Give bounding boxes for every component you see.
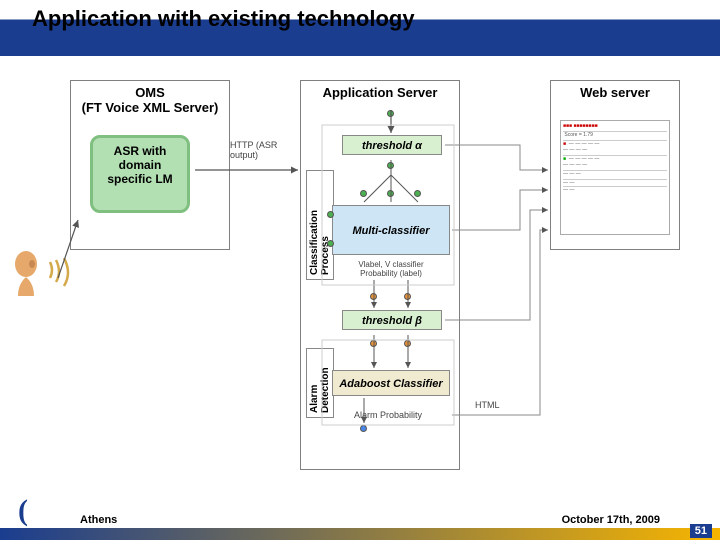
flow-dot (370, 293, 377, 300)
slide-title: Application with existing technology (32, 6, 415, 32)
flow-dot (327, 240, 334, 247)
flow-dot (414, 190, 421, 197)
title-bar: Application with existing technology (0, 0, 720, 56)
adaboost-box: Adaboost Classifier (332, 370, 450, 396)
flow-dot (404, 293, 411, 300)
asr-box: ASR with domain specific LM (90, 135, 190, 213)
speaker-head-icon (10, 250, 50, 303)
oms-title: OMS (FT Voice XML Server) (71, 81, 229, 119)
flow-dot (360, 190, 367, 197)
flow-dot (387, 190, 394, 197)
threshold-beta-box: threshold β (342, 310, 442, 330)
soundwave-icon (48, 258, 78, 298)
alarm-detection-label: Alarm Detection (306, 348, 334, 418)
flow-dot (327, 211, 334, 218)
footer: Athens October 17th, 2009 51 (0, 516, 720, 540)
footer-gradient-bar (0, 528, 720, 540)
asr-label: ASR with domain specific LM (107, 144, 172, 186)
classification-process-label: Classification Process (306, 170, 334, 280)
flow-dot (370, 340, 377, 347)
multiclassifier-sublabel: Vlabel, V classifier Probability (label) (346, 260, 436, 278)
flow-dot (387, 110, 394, 117)
alarm-probability-label: Alarm Probability (354, 410, 422, 420)
flow-dot (360, 425, 367, 432)
flow-dot (404, 340, 411, 347)
app-server-title: Application Server (301, 81, 459, 104)
http-label: HTTP (ASR output) (230, 140, 290, 160)
diagram-area: OMS (FT Voice XML Server) Application Se… (20, 80, 700, 480)
page-number: 51 (690, 524, 712, 538)
flow-dot (387, 162, 394, 169)
html-label: HTML (475, 400, 500, 410)
threshold-alpha-box: threshold α (342, 135, 442, 155)
multiclassifier-box: Multi-classifier (332, 205, 450, 255)
webpage-mock: ■■■ ■■■■■■■■ Score = 1.79 ■ — — — — —— —… (560, 120, 670, 235)
footer-date: October 17th, 2009 (562, 514, 660, 526)
footer-location: Athens (80, 514, 117, 526)
web-server-title: Web server (551, 81, 679, 104)
